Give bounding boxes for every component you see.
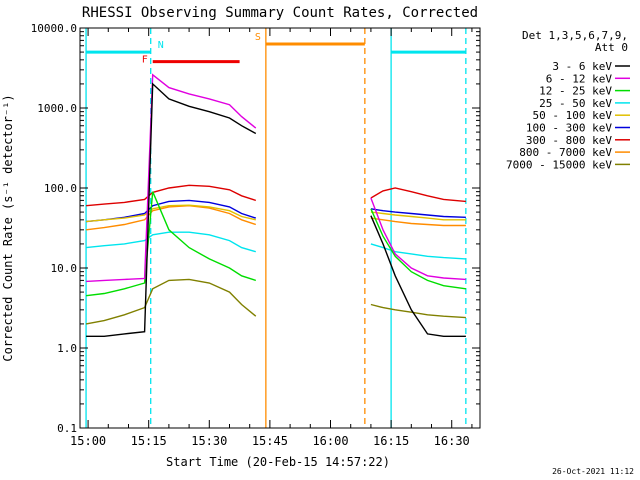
y-tick-label: 100.0 xyxy=(44,182,77,195)
marker-label: S xyxy=(255,32,261,43)
series-line xyxy=(85,278,257,325)
data-series-lines xyxy=(85,73,466,337)
instrument-state-lines xyxy=(85,28,467,428)
legend-header-line1: Det 1,3,5,6,7,9, xyxy=(522,29,628,42)
x-tick-label: 16:00 xyxy=(312,434,348,448)
series-line xyxy=(370,243,466,260)
x-tick-label: 16:30 xyxy=(434,434,470,448)
legend-item-label: 800 - 7000 keV xyxy=(519,146,612,159)
series-line xyxy=(86,82,257,337)
x-tick-label: 15:15 xyxy=(131,434,167,448)
series-line xyxy=(86,231,256,253)
x-tick-label: 15:00 xyxy=(70,434,106,448)
marker-label: F xyxy=(142,55,148,66)
legend-item-label: 3 - 6 keV xyxy=(552,60,612,73)
series-line xyxy=(86,204,257,231)
series-line xyxy=(370,187,466,203)
y-tick-label: 10000.0 xyxy=(31,22,77,35)
x-tick-label: 15:45 xyxy=(252,434,288,448)
series-line xyxy=(370,217,466,227)
legend-item-label: 300 - 800 keV xyxy=(526,134,612,147)
series-line xyxy=(86,73,257,283)
series-line xyxy=(86,184,257,207)
y-tick-label: 1000.0 xyxy=(37,102,77,115)
legend-item-label: 100 - 300 keV xyxy=(526,122,612,135)
y-axis-ticks: 10000.0 1000.0 100.0 10.0 1.0 0.1 xyxy=(31,22,480,435)
state-marker-bars: NF S xyxy=(86,32,466,66)
y-tick-label: 0.1 xyxy=(57,422,77,435)
x-axis-ticks: 15:00 15:15 15:30 15:45 16:00 16:15 16:30 xyxy=(70,28,473,448)
series-line xyxy=(370,211,466,221)
legend-header-line2: Att 0 xyxy=(595,41,628,54)
x-tick-label: 15:30 xyxy=(191,434,227,448)
plot-frame xyxy=(79,27,481,429)
series-line xyxy=(86,204,256,223)
series-line xyxy=(370,215,466,337)
x-axis-label: Start Time (20-Feb-15 14:57:22) xyxy=(166,455,390,469)
x-tick-label: 16:15 xyxy=(373,434,409,448)
series-line xyxy=(370,197,466,281)
legend-item-label: 50 - 100 keV xyxy=(533,109,613,122)
legend-item-label: 12 - 25 keV xyxy=(539,85,612,98)
chart-title: RHESSI Observing Summary Count Rates, Co… xyxy=(82,5,478,21)
legend-item-label: 7000 - 15000 keV xyxy=(506,158,612,171)
y-tick-label: 10.0 xyxy=(51,262,78,275)
y-axis-label: Corrected Count Rate (s⁻¹ detector⁻¹) xyxy=(1,94,15,361)
series-line xyxy=(370,303,466,319)
series-line xyxy=(86,191,257,297)
legend-item-label: 25 - 50 keV xyxy=(539,97,612,110)
series-line xyxy=(370,208,466,218)
y-tick-label: 1.0 xyxy=(57,342,77,355)
marker-label: N xyxy=(158,40,164,51)
series-line xyxy=(370,208,466,290)
plot-timestamp: 26-Oct-2021 11:12 xyxy=(552,467,634,476)
legend-item-label: 6 - 12 keV xyxy=(546,72,613,85)
